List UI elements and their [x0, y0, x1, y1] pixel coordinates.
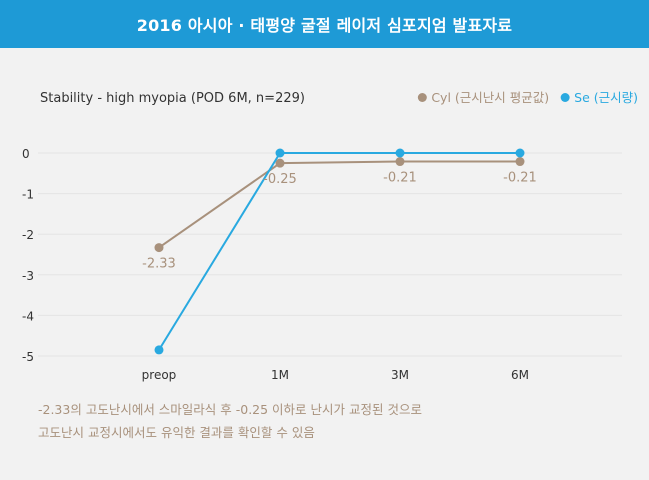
footnote-line-1: -2.33의 고도난시에서 스마일라식 후 -0.25 이하로 난시가 교정된 … — [38, 402, 422, 417]
x-tick-label: 1M — [271, 368, 289, 382]
data-point — [395, 148, 405, 158]
y-tick-label: -1 — [22, 188, 34, 202]
legend-label: Se (근시량) — [574, 90, 638, 105]
x-tick-label: preop — [142, 368, 177, 382]
series-line-0 — [158, 160, 520, 249]
header-bar: 2016 아시아 · 태평양 굴절 레이저 심포지엄 발표자료 — [0, 0, 649, 48]
data-point — [154, 345, 164, 355]
legend-marker — [560, 93, 570, 102]
data-label: -0.25 — [263, 172, 297, 187]
data-point — [515, 148, 525, 158]
x-tick-labels: preop 1M 3M 6M — [142, 368, 529, 382]
data-label: -2.33 — [142, 257, 176, 272]
x-tick-label: 3M — [391, 368, 409, 382]
chart-title: Stability - high myopia (POD 6M, n=229) — [40, 91, 305, 106]
y-tick-label: -2 — [22, 228, 34, 242]
legend-marker — [417, 93, 427, 102]
y-tick-label: -4 — [22, 309, 34, 323]
y-tick-labels: 0 -1 -2 -3 -4 -5 — [22, 147, 34, 364]
y-tick-label: -3 — [22, 269, 34, 283]
legend: Se (근시량) Cyl (근시난시 평균값) — [417, 90, 638, 105]
y-tick-label: -5 — [22, 350, 34, 364]
x-tick-label: 6M — [511, 368, 529, 382]
footnote: -2.33의 고도난시에서 스마일라식 후 -0.25 이하로 난시가 교정된 … — [38, 398, 422, 444]
data-point — [515, 157, 525, 167]
data-point — [275, 148, 285, 158]
series-line-1 — [158, 152, 520, 351]
data-label: -0.21 — [383, 171, 417, 186]
data-point — [154, 243, 164, 253]
series-layer — [154, 148, 525, 355]
data-point — [395, 157, 405, 167]
data-label: -0.21 — [503, 171, 537, 186]
data-labels: -2.33 -0.25 -0.21 -0.21 — [142, 171, 537, 272]
header-title: 2016 아시아 · 태평양 굴절 레이저 심포지엄 발표자료 — [136, 16, 513, 35]
data-point — [275, 158, 285, 168]
y-tick-label: 0 — [22, 147, 30, 161]
footnote-line-2: 고도난시 교정시에서도 유익한 결과를 확인할 수 있음 — [38, 425, 315, 440]
legend-label: Cyl (근시난시 평균값) — [431, 90, 549, 105]
